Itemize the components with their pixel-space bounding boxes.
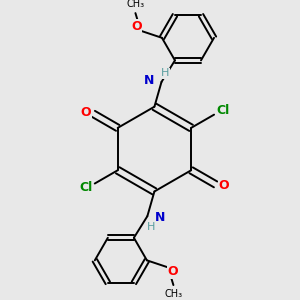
Text: Cl: Cl [79, 182, 93, 194]
Text: O: O [131, 20, 142, 33]
Text: H: H [147, 222, 155, 232]
Text: H: H [161, 68, 169, 78]
Text: N: N [154, 212, 165, 224]
Text: O: O [81, 106, 92, 119]
Text: N: N [144, 74, 154, 87]
Text: O: O [167, 265, 178, 278]
Text: O: O [218, 179, 229, 192]
Text: CH₃: CH₃ [126, 0, 145, 9]
Text: Cl: Cl [216, 104, 230, 117]
Text: CH₃: CH₃ [164, 289, 182, 299]
